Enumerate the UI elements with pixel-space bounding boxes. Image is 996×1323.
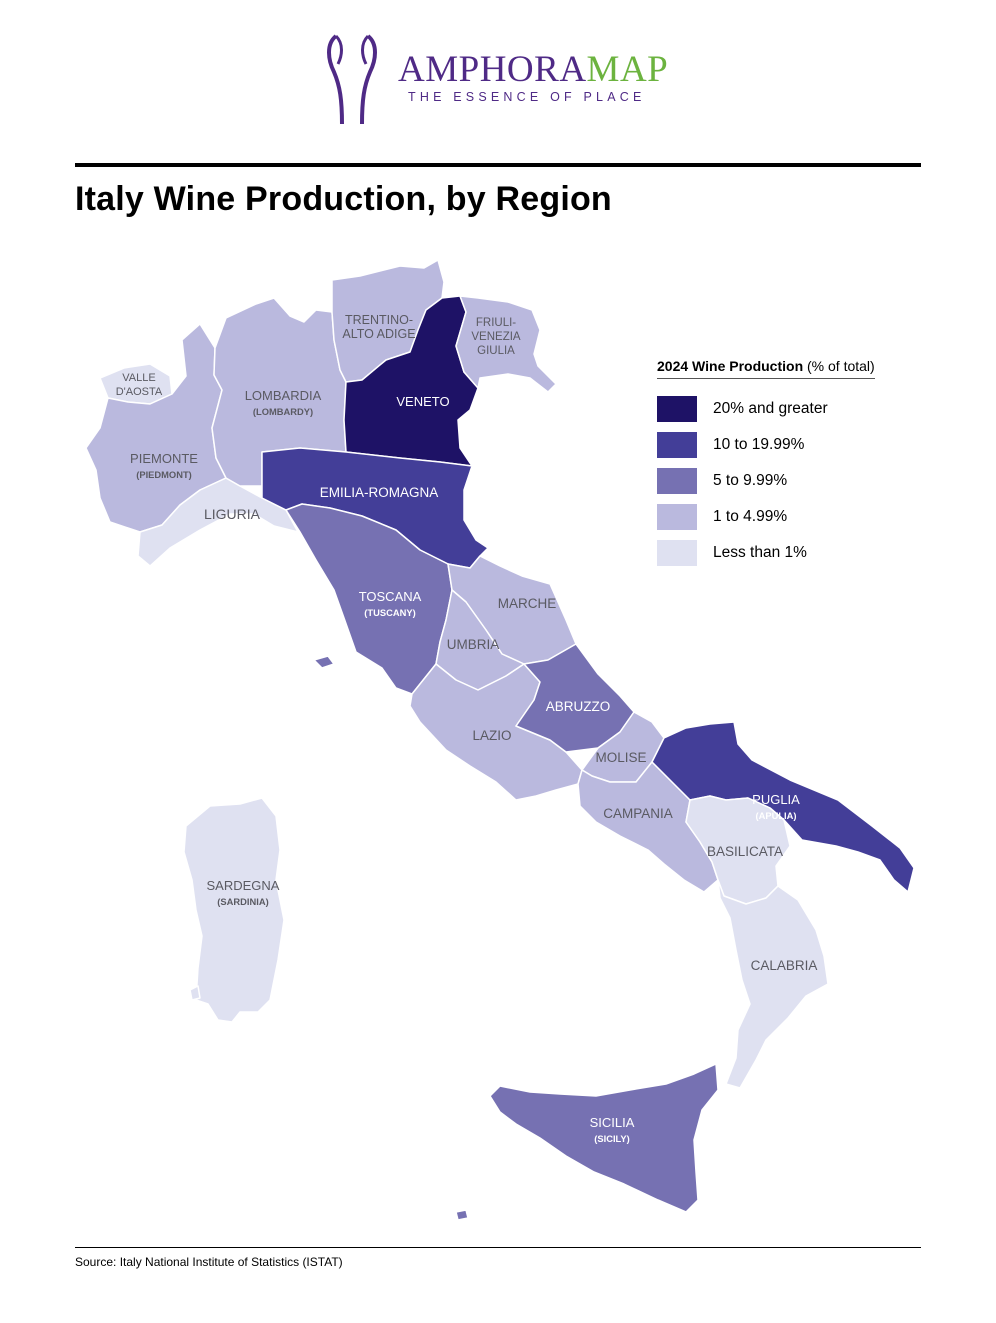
region-label: EMILIA-ROMAGNA	[320, 485, 439, 500]
brand-tagline: THE ESSENCE OF PLACE	[408, 90, 646, 104]
region-label-line: (TUSCANY)	[364, 608, 415, 618]
region-label-line: ABRUZZO	[546, 699, 611, 714]
region-label-line: SICILIA	[590, 1115, 635, 1130]
legend-swatch	[657, 432, 697, 458]
region-label: SARDEGNA (SARDINIA)	[207, 878, 280, 907]
region-label: VALLE D'AOSTA	[116, 372, 163, 398]
region-label: PUGLIA (APULIA)	[752, 792, 800, 821]
legend-item: Less than 1%	[657, 540, 897, 566]
region-label-line: CALABRIA	[751, 958, 818, 973]
region-label: MARCHE	[498, 596, 557, 611]
brand-logo: AMPHORAMAP THE ESSENCE OF PLACE	[322, 30, 682, 130]
source-note: Source: Italy National Institute of Stat…	[75, 1255, 343, 1269]
region-label-line: UMBRIA	[447, 637, 500, 652]
region-label-line: ALTO ADIGE	[342, 327, 415, 341]
region-label-line: (SARDINIA)	[217, 897, 268, 907]
region-label: SICILIA (SICILY)	[590, 1115, 635, 1144]
region-label-line: VENETO	[396, 394, 449, 409]
region-calabria	[717, 879, 829, 1089]
region-label-line: LAZIO	[472, 728, 511, 743]
region-label: PIEMONTE (PIEDMONT)	[130, 451, 198, 480]
region-label: ABRUZZO	[546, 699, 611, 714]
map-legend: 2024 Wine Production (% of total) 20% an…	[657, 358, 897, 566]
region-label-line: GIULIA	[477, 345, 515, 357]
region-label: FRIULI- VENEZIA GIULIA	[471, 317, 521, 357]
island-sardinia-islet	[189, 985, 201, 1001]
region-friuli	[455, 295, 557, 393]
region-label-line: BASILICATA	[707, 844, 783, 859]
region-label: LOMBARDIA (LOMBARDY)	[245, 388, 322, 417]
region-label: LAZIO	[472, 728, 511, 743]
region-label-line: LIGURIA	[204, 506, 261, 522]
island-sicily-islet	[455, 1209, 469, 1221]
region-label: CALABRIA	[751, 958, 818, 973]
region-label: TRENTINO-ALTO ADIGE	[342, 313, 415, 341]
legend-label: 5 to 9.99%	[713, 472, 788, 489]
region-label-line: (LOMBARDY)	[253, 407, 313, 417]
title-divider	[75, 163, 921, 167]
region-label: VENETO	[396, 394, 449, 409]
legend-swatch	[657, 396, 697, 422]
region-label-line: LOMBARDIA	[245, 388, 322, 403]
region-sardegna	[183, 797, 285, 1023]
legend-swatch	[657, 504, 697, 530]
legend-label: 10 to 19.99%	[713, 436, 805, 453]
region-label-line: CAMPANIA	[603, 806, 673, 821]
page-title: Italy Wine Production, by Region	[75, 180, 612, 218]
source-divider	[75, 1247, 921, 1248]
region-liguria	[137, 477, 299, 567]
region-label-line: MARCHE	[498, 596, 557, 611]
region-label: BASILICATA	[707, 844, 783, 859]
legend-item: 10 to 19.99%	[657, 432, 897, 458]
legend-swatch	[657, 468, 697, 494]
legend-label: 20% and greater	[713, 400, 828, 417]
region-label-line: (APULIA)	[755, 811, 796, 821]
legend-label: Less than 1%	[713, 544, 807, 561]
region-label-line: PUGLIA	[752, 792, 800, 807]
region-label-line: D'AOSTA	[116, 386, 163, 398]
region-label-line: MOLISE	[595, 750, 646, 765]
region-lazio	[409, 663, 583, 801]
region-label: CAMPANIA	[603, 806, 673, 821]
region-label-line: VALLE	[122, 372, 155, 384]
island-elba	[313, 655, 335, 669]
region-label-line: FRIULI-	[476, 317, 516, 329]
region-label: TOSCANA (TUSCANY)	[359, 589, 422, 618]
brand-name: AMPHORAMAP	[398, 49, 669, 90]
legend-item: 1 to 4.99%	[657, 504, 897, 530]
legend-label: 1 to 4.99%	[713, 508, 788, 525]
region-basilicata	[685, 795, 791, 905]
region-label-line: SARDEGNA	[207, 878, 280, 893]
legend-title: 2024 Wine Production (% of total)	[657, 358, 875, 379]
region-label-line: VENEZIA	[471, 331, 521, 343]
amphora-icon	[327, 34, 377, 125]
region-label: MOLISE	[595, 750, 646, 765]
legend-item: 20% and greater	[657, 396, 897, 422]
region-label-line: PIEMONTE	[130, 451, 198, 466]
region-label-line: EMILIA-ROMAGNA	[320, 485, 439, 500]
region-label-line: TRENTINO-	[345, 313, 413, 327]
region-sicilia	[489, 1063, 719, 1213]
legend-item: 5 to 9.99%	[657, 468, 897, 494]
region-label: UMBRIA	[447, 637, 500, 652]
region-label-line: (PIEDMONT)	[136, 470, 192, 480]
region-label-line: (SICILY)	[594, 1134, 629, 1144]
region-label-line: TOSCANA	[359, 589, 422, 604]
legend-swatch	[657, 540, 697, 566]
region-label: LIGURIA	[204, 506, 261, 522]
